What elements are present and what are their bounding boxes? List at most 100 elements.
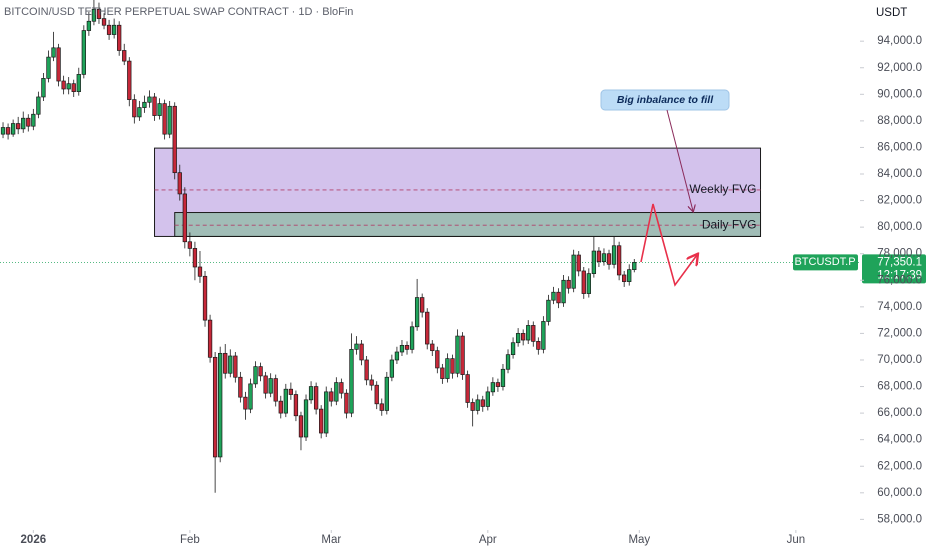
candle-body: [460, 335, 465, 375]
candle-body: [66, 83, 71, 90]
y-tick-label: 88,000.0: [877, 115, 922, 127]
fvg-label: Weekly FVG: [689, 182, 756, 196]
countdown-text: 12:17:39: [877, 269, 922, 281]
fvg-zone: [174, 212, 762, 237]
candle-body: [147, 96, 152, 103]
candle-body: [96, 8, 102, 19]
candle-body: [16, 123, 21, 130]
y-tick-label: 78,000.0: [877, 248, 922, 260]
candle-body: [117, 24, 122, 51]
candle-body: [627, 269, 632, 282]
projection-arrow: [640, 203, 697, 287]
candle-body: [354, 343, 359, 350]
candle-body: [470, 402, 475, 411]
candle-body: [566, 279, 571, 289]
candle-body: [122, 50, 127, 62]
candle-body: [41, 78, 46, 98]
candle-body: [601, 253, 607, 263]
x-tick-label: Apr: [479, 534, 497, 546]
candle-body: [556, 291, 561, 304]
candle-body: [344, 392, 349, 414]
candle-body: [404, 345, 410, 350]
candle-body: [218, 352, 223, 458]
candle-body: [632, 261, 637, 270]
candle-body: [278, 400, 283, 414]
candle-body: [541, 321, 546, 350]
candle-body: [440, 367, 445, 379]
candle-body: [329, 391, 334, 402]
candle-body: [546, 299, 551, 322]
candle-body: [515, 333, 521, 344]
candle-body: [223, 352, 228, 374]
candle-body: [132, 99, 137, 118]
candle-body: [339, 382, 344, 394]
candle-body: [521, 333, 526, 341]
candle-body: [435, 350, 440, 369]
candle-body: [379, 403, 384, 411]
candle-body: [495, 382, 501, 387]
candle-body: [399, 345, 405, 353]
candle-body: [101, 18, 107, 26]
candle-body: [157, 103, 162, 116]
x-tick-label: 2026: [21, 534, 47, 546]
candle-body: [258, 366, 263, 377]
candle-body: [480, 399, 485, 407]
candle-body: [162, 103, 167, 135]
y-tick-label: 60,000.0: [877, 487, 922, 499]
x-tick-label: Mar: [321, 534, 341, 546]
candle-body: [182, 193, 187, 243]
candle-body: [536, 341, 541, 350]
x-tick-label: Feb: [180, 534, 200, 546]
candle-body: [576, 254, 581, 272]
candle-body: [197, 266, 203, 277]
symbol-tag: [793, 254, 858, 271]
candle-body: [526, 325, 531, 341]
y-tick-label: 58,000.0: [877, 513, 922, 525]
candle-body: [586, 273, 591, 294]
candle-body: [611, 245, 617, 265]
y-tick-label: 92,000.0: [877, 62, 922, 74]
candle-body: [430, 343, 435, 352]
candle-body: [319, 408, 324, 434]
candle-body: [308, 386, 314, 401]
candle-body: [86, 20, 92, 31]
candle-body: [606, 253, 612, 265]
fvg-label: Daily FVG: [702, 217, 757, 231]
candle-body: [248, 383, 253, 410]
y-tick-label: 64,000.0: [877, 434, 922, 446]
callout-box: [600, 89, 730, 111]
y-tick-label: 76,000.0: [877, 274, 922, 286]
candle-body: [187, 241, 193, 249]
candle-body: [46, 56, 51, 79]
candle-body: [485, 391, 490, 407]
candle-body: [571, 254, 576, 289]
y-tick-label: 86,000.0: [877, 141, 922, 153]
y-tick-label: 90,000.0: [877, 88, 922, 100]
x-tick-label: May: [628, 534, 650, 546]
candle-body: [369, 379, 374, 386]
candle-body: [127, 60, 132, 100]
candle-body: [228, 355, 233, 374]
candle-body: [455, 335, 460, 374]
candle-body: [0, 127, 6, 135]
candle-body: [91, 8, 97, 22]
candle-body: [106, 24, 112, 35]
y-tick-label: 74,000.0: [877, 301, 922, 313]
price-tag: [862, 254, 926, 284]
candle-body: [414, 297, 420, 328]
candle-body: [36, 96, 41, 115]
y-tick-label: 94,000.0: [877, 35, 922, 47]
currency-label: USDT: [876, 7, 907, 19]
candle-body: [212, 356, 218, 458]
candle-body: [324, 391, 329, 434]
candle-body: [31, 113, 36, 127]
candle-body: [26, 117, 31, 127]
candle-body: [616, 245, 622, 276]
candle-body: [425, 311, 430, 345]
candle-body: [243, 396, 248, 410]
callout-text: Big inbalance to fill: [617, 94, 714, 106]
x-tick-label: Jun: [787, 534, 806, 546]
candle-body: [152, 96, 157, 116]
candle-body: [450, 358, 455, 374]
y-tick-label: 70,000.0: [877, 354, 922, 366]
